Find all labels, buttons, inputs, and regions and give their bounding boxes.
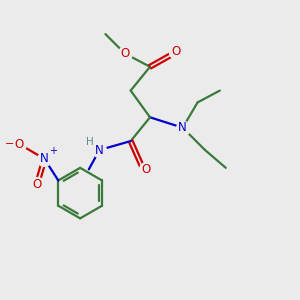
Text: −: −	[5, 139, 14, 149]
Text: O: O	[32, 178, 42, 191]
Text: O: O	[172, 45, 181, 58]
Text: O: O	[120, 47, 129, 60]
Text: O: O	[15, 138, 24, 151]
Text: N: N	[178, 121, 187, 134]
Text: O: O	[141, 163, 150, 176]
Text: H: H	[86, 137, 94, 147]
Text: +: +	[49, 146, 57, 156]
Text: N: N	[40, 152, 49, 165]
Text: N: N	[95, 143, 104, 157]
